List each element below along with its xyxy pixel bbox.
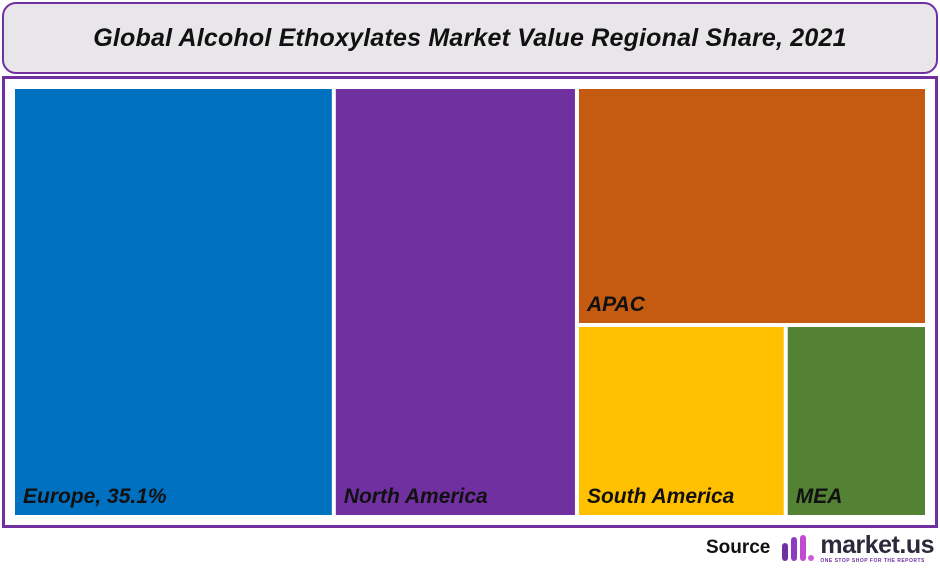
logo-tagline: ONE STOP SHOP FOR THE REPORTS	[820, 559, 934, 564]
treemap-label-mea: MEA	[796, 485, 843, 508]
source-row: Source market.us ONE STOP SHOP FOR THE R…	[706, 530, 934, 566]
logo-text: market.us	[820, 533, 934, 558]
market-us-logo: market.us ONE STOP SHOP FOR THE REPORTS	[780, 533, 934, 564]
treemap-tile-apac	[579, 89, 925, 323]
treemap-tile-north-america	[336, 89, 575, 515]
treemap-label-europe: Europe, 35.1%	[23, 485, 167, 508]
treemap-tile-europe	[15, 89, 332, 515]
market-us-logo-icon	[780, 533, 816, 563]
treemap-label-south-america: South America	[587, 485, 735, 508]
treemap-chart: Europe, 35.1% North America APAC South Amer…	[5, 79, 935, 525]
treemap-label-north-america: North America	[344, 485, 488, 508]
source-label: Source	[706, 537, 770, 559]
chart-title: Global Alcohol Ethoxylates Market Value …	[93, 24, 846, 53]
chart-frame: Europe, 35.1% North America APAC South Amer…	[2, 76, 938, 528]
chart-title-box: Global Alcohol Ethoxylates Market Value …	[2, 2, 938, 74]
treemap-label-apac: APAC	[586, 293, 646, 316]
